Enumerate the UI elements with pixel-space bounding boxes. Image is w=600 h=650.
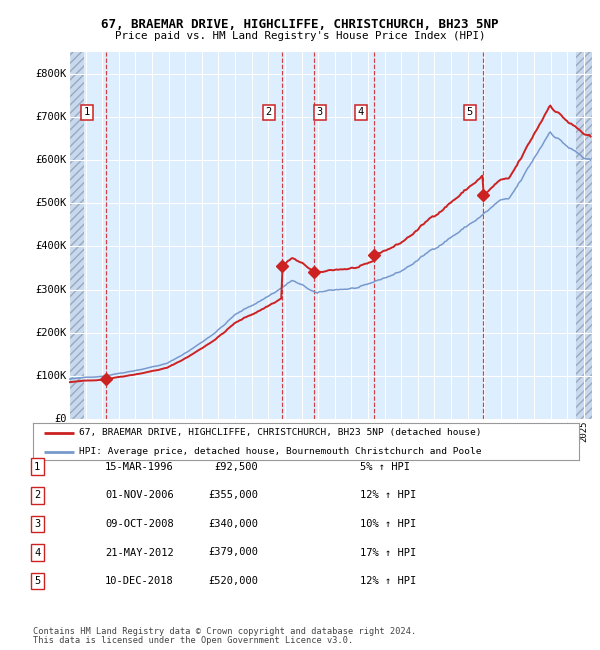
Text: 1: 1 <box>84 107 91 118</box>
Text: 10-DEC-2018: 10-DEC-2018 <box>105 576 174 586</box>
Text: 12% ↑ HPI: 12% ↑ HPI <box>360 576 416 586</box>
Text: 4: 4 <box>358 107 364 118</box>
Text: £300K: £300K <box>35 285 67 294</box>
Text: £200K: £200K <box>35 328 67 338</box>
Text: 3: 3 <box>34 519 40 529</box>
Text: 12% ↑ HPI: 12% ↑ HPI <box>360 490 416 501</box>
Text: 2: 2 <box>265 107 272 118</box>
Text: HPI: Average price, detached house, Bournemouth Christchurch and Poole: HPI: Average price, detached house, Bour… <box>79 447 482 456</box>
Bar <box>69 52 84 419</box>
Text: £92,500: £92,500 <box>214 462 258 472</box>
Text: 01-NOV-2006: 01-NOV-2006 <box>105 490 174 501</box>
Text: 09-OCT-2008: 09-OCT-2008 <box>105 519 174 529</box>
Text: 5: 5 <box>34 576 40 586</box>
Text: 5: 5 <box>467 107 473 118</box>
Text: £520,000: £520,000 <box>208 576 258 586</box>
Text: 21-MAY-2012: 21-MAY-2012 <box>105 547 174 558</box>
Text: 1: 1 <box>34 462 40 472</box>
Text: £100K: £100K <box>35 371 67 381</box>
Text: 5% ↑ HPI: 5% ↑ HPI <box>360 462 410 472</box>
Text: Contains HM Land Registry data © Crown copyright and database right 2024.: Contains HM Land Registry data © Crown c… <box>33 627 416 636</box>
Text: £600K: £600K <box>35 155 67 165</box>
Text: 4: 4 <box>34 547 40 558</box>
Text: 3: 3 <box>317 107 323 118</box>
Text: Price paid vs. HM Land Registry's House Price Index (HPI): Price paid vs. HM Land Registry's House … <box>115 31 485 41</box>
Text: 10% ↑ HPI: 10% ↑ HPI <box>360 519 416 529</box>
Text: 2: 2 <box>34 490 40 501</box>
Text: £0: £0 <box>54 414 67 424</box>
Text: £700K: £700K <box>35 112 67 122</box>
Text: £800K: £800K <box>35 69 67 79</box>
Bar <box>575 52 592 419</box>
Text: £379,000: £379,000 <box>208 547 258 558</box>
Text: £500K: £500K <box>35 198 67 208</box>
Text: £340,000: £340,000 <box>208 519 258 529</box>
Text: £400K: £400K <box>35 241 67 252</box>
Text: 15-MAR-1996: 15-MAR-1996 <box>105 462 174 472</box>
Text: 67, BRAEMAR DRIVE, HIGHCLIFFE, CHRISTCHURCH, BH23 5NP (detached house): 67, BRAEMAR DRIVE, HIGHCLIFFE, CHRISTCHU… <box>79 428 482 437</box>
Text: 17% ↑ HPI: 17% ↑ HPI <box>360 547 416 558</box>
Text: This data is licensed under the Open Government Licence v3.0.: This data is licensed under the Open Gov… <box>33 636 353 645</box>
Text: 67, BRAEMAR DRIVE, HIGHCLIFFE, CHRISTCHURCH, BH23 5NP: 67, BRAEMAR DRIVE, HIGHCLIFFE, CHRISTCHU… <box>101 18 499 31</box>
Text: £355,000: £355,000 <box>208 490 258 501</box>
